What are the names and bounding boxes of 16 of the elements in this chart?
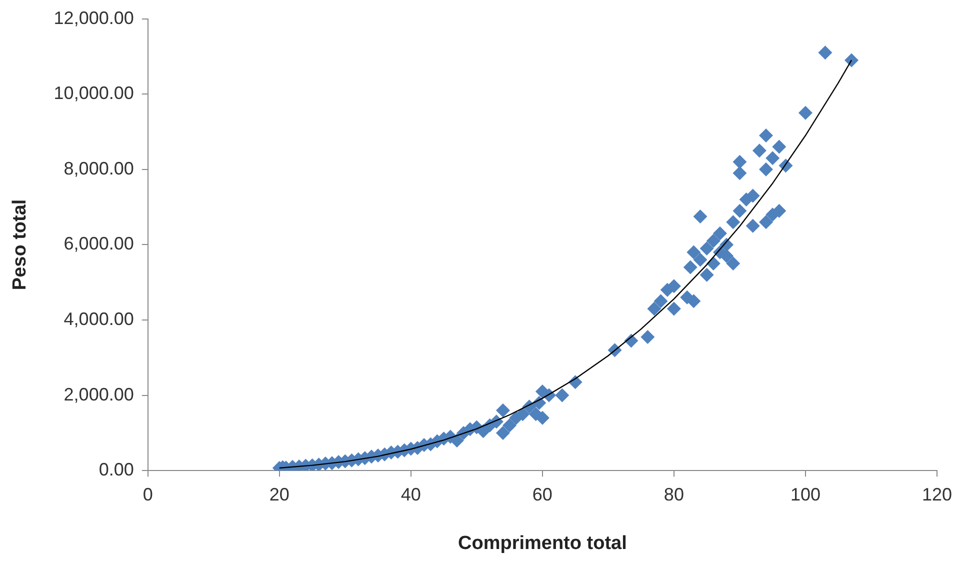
y-tick-label: 4,000.00 <box>64 308 134 329</box>
x-tick-label: 120 <box>922 484 952 504</box>
x-tick-label: 100 <box>790 484 820 504</box>
y-axis-title: Peso total <box>10 199 31 290</box>
y-tick-label: 10,000.00 <box>54 83 134 104</box>
y-tick-label: 2,000.00 <box>64 384 134 404</box>
x-tick-label: 20 <box>269 484 290 504</box>
x-tick-label: 80 <box>664 484 684 504</box>
y-tick-label: 6,000.00 <box>64 234 134 254</box>
x-tick-label: 40 <box>400 484 421 504</box>
x-tick-label: 0 <box>142 484 153 504</box>
x-tick-label: 60 <box>532 484 552 504</box>
y-tick-label: 8,000.00 <box>64 158 134 178</box>
x-axis-title: Comprimento total <box>458 532 627 554</box>
y-tick-label: 12,000.00 <box>54 8 134 28</box>
y-tick-label: 0.00 <box>98 460 134 480</box>
